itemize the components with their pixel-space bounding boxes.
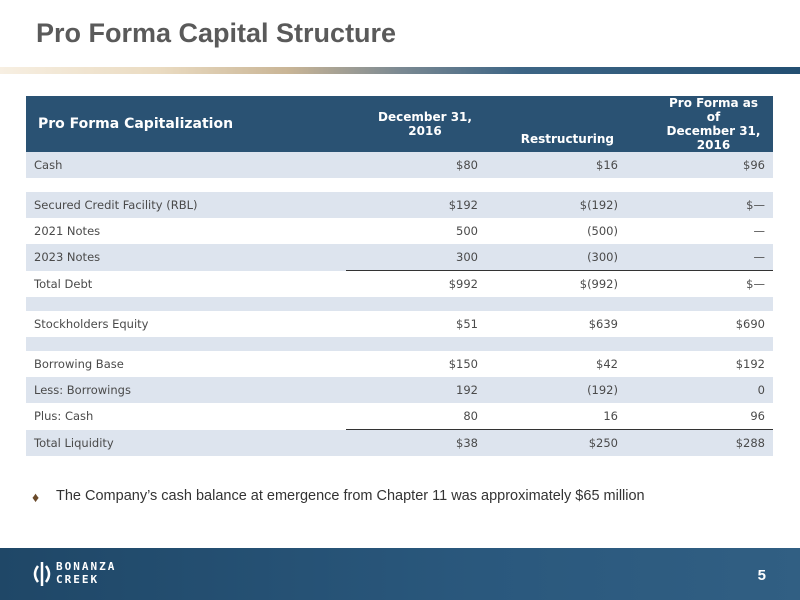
cell-restructuring: (500) [587,224,618,238]
logo-line1: BONANZA [56,560,117,573]
cell-dec-2016: $80 [346,152,486,178]
cell-dec-2016: 500 [456,224,478,238]
row-label: Stockholders Equity [34,317,149,331]
cell-pro-forma: — [753,224,766,238]
cell-pro-forma: $288 [626,429,773,456]
slide-title: Pro Forma Capital Structure [36,18,397,48]
cell-dec-2016: 80 [463,409,478,423]
row-label: Borrowing Base [34,357,124,371]
table-row-total-liquidity: Total Liquidity $38 $250 $288 [26,429,773,456]
row-label: Plus: Cash [34,409,94,424]
capitalization-table: Pro Forma Capitalization December 31, 20… [26,96,773,456]
cell-dec-2016: $51 [456,317,478,331]
table-row-plus-cash: Plus: Cash 80 16 96 [26,403,773,430]
row-label: Cash [26,152,346,178]
page-number: 5 [757,567,766,584]
header-col1-line1: December 31, [378,110,472,124]
bullet-text: The Company’s cash balance at emergence … [56,488,645,504]
header-pro-forma: Pro Forma as of December 31, 2016 [626,96,773,152]
header-col3-line1: Pro Forma as of [668,96,759,124]
cell-dec-2016: $192 [346,192,486,218]
row-label: Secured Credit Facility (RBL) [26,192,346,218]
cell-pro-forma: $96 [626,152,773,178]
row-label: 2021 Notes [34,224,101,238]
cell-pro-forma: $192 [735,357,765,371]
diamond-bullet-icon: ♦ [32,489,40,505]
bonanza-creek-logo-icon [33,562,51,586]
row-label: Less: Borrowings [26,377,346,403]
logo-wordmark: BONANZA CREEK [56,560,116,586]
cell-dec-2016: $38 [346,429,486,456]
cell-restructuring: (192) [486,377,626,403]
footer-bar [0,548,800,600]
header-restructuring: Restructuring [486,96,626,152]
cell-restructuring: 16 [603,409,618,423]
cell-dec-2016: $992 [346,270,486,297]
cell-dec-2016: 192 [346,377,486,403]
table-spacer [26,178,773,192]
cell-pro-forma: 96 [750,409,765,423]
header-col3-line2: December 31, 2016 [666,124,761,152]
table-spacer [26,337,773,351]
table-header-row: Pro Forma Capitalization December 31, 20… [26,96,773,152]
header-december-2016: December 31, 2016 [346,96,486,152]
table-row-equity: Stockholders Equity $51 $639 $690 [26,311,773,337]
row-label: 2023 Notes [26,244,346,271]
cell-restructuring: (300) [486,244,626,271]
table-row-less-borrowings: Less: Borrowings 192 (192) 0 [26,377,773,403]
table-spacer [26,297,773,311]
cell-restructuring: $(992) [486,270,626,297]
row-label: Total Liquidity [26,429,346,456]
table-row-2023-notes: 2023 Notes 300 (300) — [26,244,773,271]
cell-pro-forma: 0 [626,377,773,403]
cell-restructuring: $639 [588,317,618,331]
table-row-cash: Cash $80 $16 $96 [26,152,773,178]
cell-pro-forma: $— [626,270,773,297]
logo-line2: CREEK [56,573,100,586]
cell-dec-2016: 300 [346,244,486,271]
table-row-rbl: Secured Credit Facility (RBL) $192 $(192… [26,192,773,218]
cell-pro-forma: $690 [735,317,765,331]
table-row-2021-notes: 2021 Notes 500 (500) — [26,218,773,244]
table-row-total-debt: Total Debt $992 $(992) $— [26,270,773,297]
title-divider [0,67,800,74]
cell-restructuring: $250 [486,429,626,456]
table-row-borrowing-base: Borrowing Base $150 $42 $192 [26,351,773,377]
cell-pro-forma: $— [626,192,773,218]
row-label: Total Debt [34,276,93,291]
cell-restructuring: $(192) [486,192,626,218]
header-label: Pro Forma Capitalization [26,96,346,152]
cell-restructuring: $16 [486,152,626,178]
cell-pro-forma: — [626,244,773,271]
cell-restructuring: $42 [596,357,618,371]
header-col1-line2: 2016 [408,124,442,138]
cell-dec-2016: $150 [448,357,478,371]
